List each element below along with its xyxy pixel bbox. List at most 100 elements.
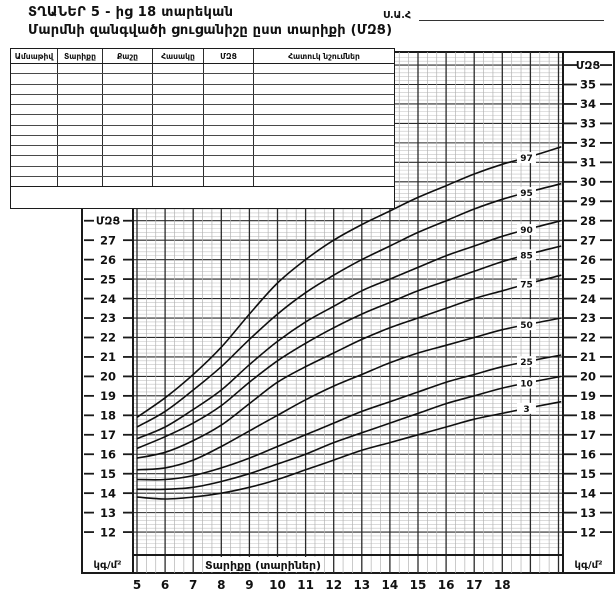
table-cell-empty[interactable] [11,74,58,84]
svg-text:33: 33 [580,117,596,131]
patient-name-blank[interactable] [419,8,605,21]
table-cell-empty[interactable] [254,177,394,186]
table-cell-empty[interactable] [254,64,394,73]
table-cell-empty[interactable] [11,146,58,156]
table-cell-empty[interactable] [254,85,394,94]
table-cell-empty[interactable] [11,94,58,105]
svg-text:97: 97 [520,154,533,164]
table-cell-empty[interactable] [204,166,254,176]
svg-text:95: 95 [520,189,533,199]
table-cell-empty[interactable] [204,125,254,135]
table-cell-empty[interactable] [103,156,153,166]
table-cell-empty[interactable] [58,166,103,176]
table-cell-empty[interactable] [58,105,103,115]
table-cell-empty[interactable] [58,125,103,135]
svg-text:31: 31 [580,156,596,170]
table-cell-empty[interactable] [153,94,204,105]
table-cell-empty[interactable] [204,94,254,105]
table-cell-empty[interactable] [103,94,153,105]
column-header: Ամսաթիվ [11,49,58,63]
table-cell-empty[interactable] [153,105,204,115]
table-cell-empty[interactable] [153,146,204,156]
table-cell-empty[interactable] [58,135,103,146]
table-cell-empty[interactable] [153,64,204,74]
svg-text:30: 30 [580,175,596,189]
table-cell-empty[interactable] [153,156,204,166]
table-cell-empty[interactable] [254,136,394,145]
table-cell-empty[interactable] [103,115,153,125]
table-cell-empty[interactable] [254,115,394,124]
table-cell-empty[interactable] [58,176,103,187]
table-cell-empty[interactable] [103,125,153,135]
table-cell-empty[interactable] [254,167,394,176]
table-cell-empty[interactable] [204,84,254,94]
table-cell-empty[interactable] [254,74,394,83]
page-title: ՏՂԱՆԵՐ 5 - ից 18 տարեկան [28,5,234,20]
table-cell-empty[interactable] [204,146,254,156]
svg-text:15: 15 [100,467,116,481]
table-cell-empty[interactable] [11,64,58,74]
percentile-curve-10 [136,375,562,491]
patient-name-label: Ս.Ա.Հ [383,10,412,21]
table-cell-empty[interactable] [58,156,103,166]
table-cell-empty[interactable] [103,146,153,156]
table-cell-empty[interactable] [11,176,58,187]
svg-text:27: 27 [100,233,116,247]
table-cell-empty[interactable] [11,166,58,176]
svg-text:7: 7 [189,578,197,592]
table-cell-empty[interactable] [153,176,204,187]
table-cell-empty[interactable] [11,115,58,125]
svg-text:24: 24 [100,292,116,306]
table-row [11,125,394,136]
table-cell-empty[interactable] [153,115,204,125]
table-cell-empty[interactable] [103,74,153,84]
svg-text:20: 20 [580,370,596,384]
table-row [11,74,394,85]
table-cell-empty[interactable] [58,64,103,74]
table-cell-empty[interactable] [204,74,254,84]
table-cell-empty[interactable] [204,105,254,115]
table-cell-empty[interactable] [153,135,204,146]
table-cell-empty[interactable] [11,135,58,146]
table-cell-empty[interactable] [11,125,58,135]
table-cell-empty[interactable] [58,84,103,94]
table-cell-empty[interactable] [103,135,153,146]
table-cell-empty[interactable] [254,146,394,155]
table-cell-empty[interactable] [103,84,153,94]
table-cell-empty[interactable] [254,126,394,135]
table-cell-empty[interactable] [254,156,394,165]
table-cell-empty[interactable] [103,105,153,115]
table-cell-empty[interactable] [11,105,58,115]
table-cell-empty[interactable] [103,166,153,176]
column-header: ՄԶՑ [204,49,254,63]
table-cell-empty[interactable] [153,84,204,94]
table-cell-empty[interactable] [58,146,103,156]
table-cell-empty[interactable] [58,94,103,105]
svg-text:26: 26 [580,253,596,267]
table-cell-empty[interactable] [58,74,103,84]
column-header: Հասակը [153,49,204,63]
percentile-curves [136,146,562,500]
table-cell-empty[interactable] [153,74,204,84]
table-cell-empty[interactable] [11,156,58,166]
table-cell-empty[interactable] [153,125,204,135]
table-cell-empty[interactable] [204,135,254,146]
table-cell-empty[interactable] [254,95,394,104]
table-notes-area[interactable] [11,187,394,208]
table-cell-empty[interactable] [254,105,394,114]
table-cell-empty[interactable] [204,115,254,125]
table-cell-empty[interactable] [103,64,153,74]
svg-text:ՄԶՑ: ՄԶՑ [96,215,121,228]
percentile-curve-75 [136,274,562,459]
svg-text:12: 12 [325,578,342,592]
table-cell-empty[interactable] [204,156,254,166]
table-cell-empty[interactable] [58,115,103,125]
table-cell-empty[interactable] [204,64,254,74]
table-cell-empty[interactable] [204,176,254,187]
table-cell-empty[interactable] [11,84,58,94]
svg-text:15: 15 [410,578,427,592]
svg-text:25: 25 [100,272,116,286]
table-cell-empty[interactable] [153,166,204,176]
table-cell-empty[interactable] [103,176,153,187]
